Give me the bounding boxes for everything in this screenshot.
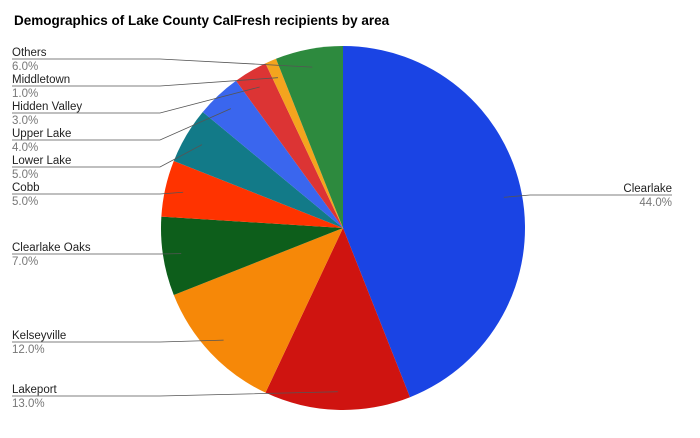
slice-label-clearlake-oaks: Clearlake Oaks — [12, 242, 91, 254]
pie-slice-clearlake-oaks — [160, 216, 343, 295]
slice-percent-lower-lake: 5.0% — [12, 169, 38, 181]
pie-slice-lower-lake — [173, 111, 343, 228]
pie-slice-upper-lake — [202, 80, 343, 228]
leader-line-hidden-valley — [12, 86, 260, 114]
slice-label-hidden-valley: Hidden Valley — [12, 101, 82, 113]
leader-line-upper-lake — [12, 108, 232, 141]
leader-line-cobb — [12, 191, 184, 195]
pie-slice-cobb — [161, 161, 343, 228]
slice-label-upper-lake: Upper Lake — [12, 128, 71, 140]
pie-slice-hidden-valley — [236, 63, 343, 229]
slice-label-kelseyville: Kelseyville — [12, 330, 66, 342]
slice-percent-others: 6.0% — [12, 61, 38, 73]
slice-percent-clearlake: 44.0% — [639, 197, 672, 209]
slice-percent-kelseyville: 12.0% — [12, 344, 45, 356]
leader-line-lakeport — [12, 391, 338, 397]
slice-percent-middletown: 1.0% — [12, 88, 38, 100]
slice-label-cobb: Cobb — [12, 182, 40, 194]
leader-line-kelseyville — [12, 339, 224, 343]
slice-percent-lakeport: 13.0% — [12, 398, 45, 410]
pie-slice-clearlake — [343, 46, 525, 398]
slice-label-lower-lake: Lower Lake — [12, 155, 71, 167]
slice-percent-clearlake-oaks: 7.0% — [12, 256, 38, 268]
slice-percent-upper-lake: 4.0% — [12, 142, 38, 154]
pie-slice-others — [276, 46, 343, 228]
leader-line-others — [12, 58, 313, 68]
pie-slice-kelseyville — [173, 228, 343, 393]
slice-percent-cobb: 5.0% — [12, 196, 38, 208]
chart-title: Demographics of Lake County CalFresh rec… — [14, 13, 390, 28]
leader-line-middletown — [12, 77, 278, 87]
leader-line-clearlake — [503, 194, 672, 198]
leader-line-lower-lake — [12, 144, 203, 168]
pie-slice-lakeport — [265, 228, 410, 411]
pie-slice-middletown — [265, 58, 343, 229]
slice-percent-hidden-valley: 3.0% — [12, 115, 38, 127]
slice-label-middletown: Middletown — [12, 74, 70, 86]
slice-label-others: Others — [12, 47, 47, 59]
slice-label-clearlake: Clearlake — [623, 183, 672, 195]
slice-label-lakeport: Lakeport — [12, 384, 58, 396]
